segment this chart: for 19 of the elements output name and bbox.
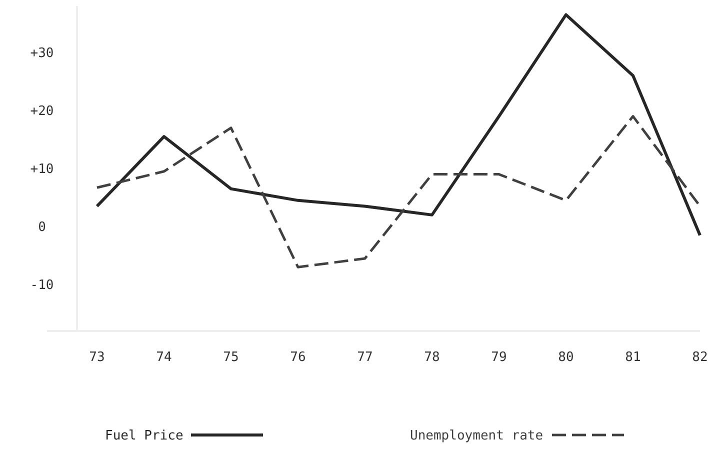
y-tick-label: +10 <box>30 162 54 178</box>
x-tick-label: 76 <box>290 350 306 365</box>
x-tick-label: 82 <box>692 350 708 365</box>
x-tick-label: 74 <box>156 350 172 365</box>
x-tick-label: 80 <box>558 350 574 365</box>
x-tick-label: 78 <box>424 350 440 365</box>
line-series <box>96 13 702 237</box>
y-tick-label: +20 <box>30 104 54 120</box>
y-tick-label: +30 <box>30 46 54 61</box>
line-series <box>96 115 702 268</box>
text: Fuel Price <box>105 428 184 444</box>
x-tick-label: 81 <box>625 350 641 365</box>
x-tick-label: 77 <box>357 350 373 365</box>
x-tick-label: 79 <box>491 350 507 365</box>
x-tick-label: 73 <box>89 350 105 365</box>
y-tick-label: -10 <box>30 278 54 294</box>
y-tick-label: 0 <box>38 220 46 236</box>
text: Unemployment rate <box>410 428 544 444</box>
x-tick-label: 75 <box>223 350 239 365</box>
